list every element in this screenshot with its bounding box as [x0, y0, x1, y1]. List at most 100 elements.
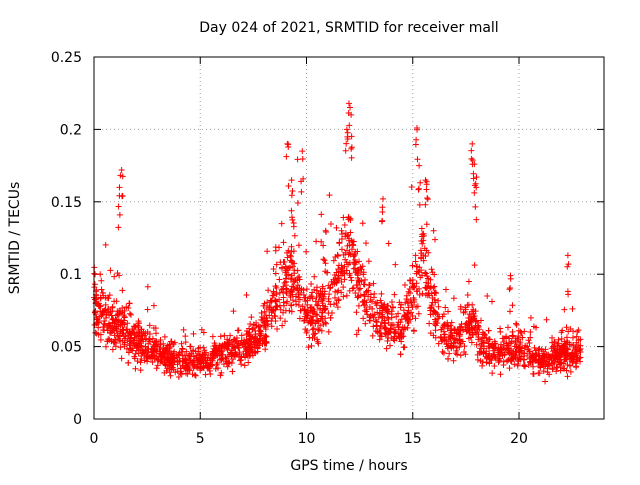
data-point	[322, 260, 329, 267]
data-point	[124, 320, 131, 327]
data-point	[109, 303, 116, 310]
data-point	[272, 306, 279, 313]
data-point	[408, 183, 415, 190]
data-point	[178, 371, 185, 378]
data-point	[121, 314, 128, 321]
data-point	[192, 372, 199, 379]
data-point	[118, 355, 125, 362]
data-point	[415, 310, 422, 317]
data-point	[429, 299, 436, 306]
data-point	[473, 174, 480, 181]
data-point	[423, 181, 430, 188]
data-point	[540, 368, 547, 375]
data-point	[384, 306, 391, 313]
data-point	[310, 325, 317, 332]
data-point	[468, 155, 475, 162]
data-point	[378, 333, 385, 340]
data-point	[259, 317, 266, 324]
data-point	[355, 293, 362, 300]
data-point	[313, 301, 320, 308]
data-point	[288, 275, 295, 282]
data-point	[447, 342, 454, 349]
data-point	[115, 311, 122, 318]
data-point	[134, 358, 141, 365]
data-point	[398, 338, 405, 345]
grid-lines	[94, 57, 604, 419]
data-point	[379, 313, 386, 320]
data-point	[573, 333, 580, 340]
data-point	[325, 298, 332, 305]
data-point	[374, 309, 381, 316]
data-point	[294, 274, 301, 281]
data-point	[129, 326, 136, 333]
data-point	[117, 344, 124, 351]
data-point	[149, 359, 156, 366]
data-point	[527, 328, 534, 335]
data-point	[443, 336, 450, 343]
data-point	[563, 324, 570, 331]
data-point	[241, 362, 248, 369]
data-point	[112, 316, 119, 323]
data-point	[355, 266, 362, 273]
data-point	[378, 319, 385, 326]
data-point	[413, 263, 420, 270]
data-point	[172, 369, 179, 376]
data-point	[229, 356, 236, 363]
data-point	[472, 329, 479, 336]
data-point	[473, 216, 480, 223]
data-point	[340, 293, 347, 300]
data-point	[295, 242, 302, 249]
data-point	[451, 335, 458, 342]
data-point	[290, 284, 297, 291]
data-point	[341, 276, 348, 283]
data-point	[204, 357, 211, 364]
data-point	[377, 322, 384, 329]
data-point	[439, 348, 446, 355]
data-point	[97, 271, 104, 278]
data-point	[355, 327, 362, 334]
data-point	[150, 324, 157, 331]
data-point	[119, 173, 126, 180]
data-point	[308, 304, 315, 311]
data-point	[251, 335, 258, 342]
data-point	[342, 230, 349, 237]
data-point	[302, 326, 309, 333]
data-point	[285, 141, 292, 148]
data-point	[484, 292, 491, 299]
data-point	[450, 357, 457, 364]
data-point	[296, 315, 303, 322]
data-point	[116, 211, 123, 218]
data-point	[359, 299, 366, 306]
data-point	[401, 324, 408, 331]
data-point	[170, 350, 177, 357]
data-point	[413, 288, 420, 295]
data-point	[291, 232, 298, 239]
data-point	[411, 298, 418, 305]
data-point	[209, 333, 216, 340]
data-point	[386, 342, 393, 349]
data-point	[287, 264, 294, 271]
data-point	[269, 307, 276, 314]
data-point	[477, 345, 484, 352]
data-point	[433, 290, 440, 297]
data-point	[344, 242, 351, 249]
data-point	[445, 308, 452, 315]
data-point	[277, 315, 284, 322]
data-point	[288, 302, 295, 309]
data-point	[464, 291, 471, 298]
data-point	[513, 320, 520, 327]
data-point	[373, 302, 380, 309]
data-point	[564, 252, 571, 259]
data-point	[266, 312, 273, 319]
data-point	[289, 216, 296, 223]
data-point	[414, 126, 421, 133]
data-point	[227, 332, 234, 339]
data-point	[193, 355, 200, 362]
data-point	[573, 350, 580, 357]
data-point	[279, 322, 286, 329]
data-point	[362, 320, 369, 327]
data-point	[457, 352, 464, 359]
data-point	[92, 296, 99, 303]
data-point	[289, 297, 296, 304]
